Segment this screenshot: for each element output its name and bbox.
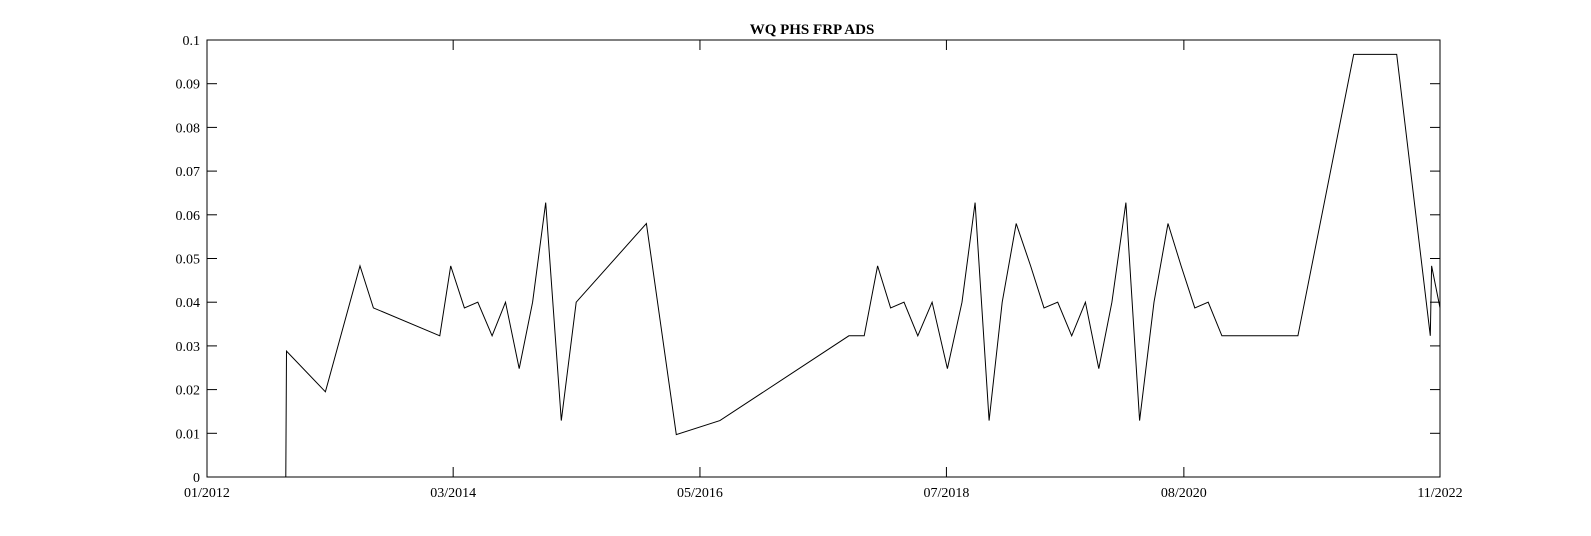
- x-tick-label: 01/2012: [184, 486, 230, 501]
- x-axis: 01/2012 03/2014 05/2016 07/2018 08/2020 11/20…: [184, 40, 1463, 501]
- y-tick-label: 0.09: [176, 78, 201, 93]
- y-tick-label: 0.01: [176, 427, 201, 442]
- y-tick-label: 0.07: [176, 165, 201, 180]
- y-tick-label: 0.04: [176, 296, 201, 311]
- y-tick-label: 0.08: [176, 121, 201, 136]
- y-tick-label: 0.1: [183, 34, 201, 49]
- x-tick-label: 08/2020: [1161, 486, 1207, 501]
- x-tick-label: 03/2014: [430, 486, 476, 501]
- y-tick-label: 0.05: [176, 253, 201, 268]
- y-tick-label: 0: [193, 471, 200, 486]
- plot-frame: [206, 39, 1441, 478]
- series-line: [207, 53, 1441, 478]
- y-tick-label: 0.02: [176, 384, 201, 399]
- y-tick-label: 0.03: [176, 340, 201, 355]
- chart-title: WQ PHS FRP ADS: [750, 22, 875, 38]
- y-axis: 0 0.01 0.02 0.03 0.04 0.05 0.06 0.07 0.08 0.09 0.1: [176, 34, 1440, 486]
- x-tick-label: 05/2016: [677, 486, 723, 501]
- x-tick-label: 07/2018: [923, 486, 969, 501]
- y-tick-label: 0.06: [176, 209, 201, 224]
- x-tick-label: 11/2022: [1417, 486, 1462, 501]
